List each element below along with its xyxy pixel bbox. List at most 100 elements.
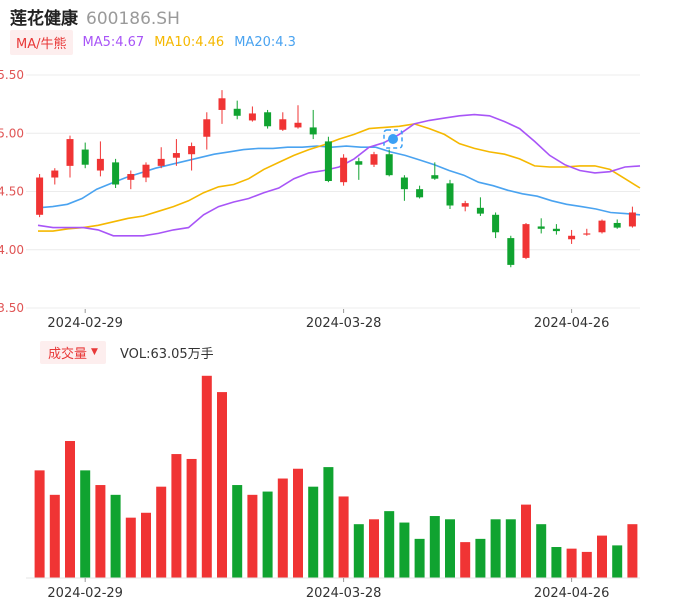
x-tick-label: 2024-02-29 (47, 586, 123, 601)
volume-bar (141, 512, 151, 578)
ma5-label: MA5:4.67 (82, 34, 145, 50)
candle (96, 141, 104, 177)
candle (233, 100, 241, 120)
volume-bar (110, 494, 121, 578)
price-axis-ticks: 5.50 5.00 4.50 4.00 3.50 (0, 68, 24, 315)
volume-bar (369, 519, 379, 578)
candle (613, 219, 621, 229)
candle (583, 228, 591, 236)
ma5-line (37, 113, 641, 237)
ma20-line (37, 145, 641, 216)
price-grid (26, 74, 640, 309)
volume-bar (323, 467, 334, 578)
volume-bar (262, 491, 273, 578)
candle (188, 142, 196, 171)
x-tick-label: 2024-04-26 (534, 586, 610, 601)
candle (476, 197, 484, 216)
candle (203, 112, 211, 150)
candle (264, 109, 272, 129)
candle (157, 147, 165, 169)
volume-bar (308, 486, 319, 578)
volume-bar (95, 485, 106, 578)
volume-bar (125, 517, 136, 578)
current-marker-icon (383, 129, 403, 149)
candle (81, 142, 89, 169)
candle (51, 168, 59, 185)
ma10-line (38, 123, 641, 232)
x-tick-label: 2024-04-26 (534, 316, 610, 331)
stock-name: 莲花健康 (10, 9, 78, 29)
candle (431, 162, 439, 180)
candlesticks (36, 90, 636, 268)
volume-bar (201, 375, 212, 578)
x-tick-label: 2024-02-29 (47, 316, 123, 331)
volume-date-axis: 2024-02-29 2024-03-28 2024-04-26 (47, 578, 609, 601)
volume-bar (338, 496, 349, 578)
volume-bar (429, 516, 440, 578)
candle (598, 219, 606, 234)
volume-legend: 成交量 ▼ VOL:63.05万手 (40, 340, 214, 364)
ma-toggle-button[interactable]: MA/牛熊 (10, 29, 73, 55)
volume-indicator-label: 成交量 (48, 346, 88, 362)
candle (537, 218, 545, 234)
stock-code: 600186.SH (86, 9, 180, 29)
candle (172, 139, 180, 166)
moving-average-lines (37, 113, 641, 237)
y-tick-label: 5.50 (0, 68, 24, 82)
volume-bar (65, 441, 75, 578)
candle (340, 154, 348, 186)
candle (127, 170, 135, 190)
candle (218, 90, 226, 124)
candle (324, 136, 332, 183)
candle (142, 162, 150, 183)
x-tick-label: 2024-03-28 (306, 316, 382, 331)
volume-bar (49, 494, 60, 578)
y-tick-label: 5.00 (0, 126, 24, 140)
ma20-label: MA20:4.3 (234, 34, 296, 50)
volume-bar (627, 524, 638, 578)
candle (628, 206, 636, 228)
volume-bar (566, 548, 577, 578)
volume-bar (80, 470, 91, 578)
candle (309, 109, 317, 140)
volume-bar (277, 478, 288, 578)
y-tick-label: 3.50 (0, 301, 24, 315)
volume-bar (612, 545, 623, 578)
ma-legend: MA/牛熊 MA5:4.67 MA10:4.46 MA20:4.3 (10, 29, 296, 55)
y-tick-label: 4.50 (0, 185, 24, 199)
volume-bar (414, 538, 425, 578)
volume-bar (186, 458, 197, 578)
candle (370, 151, 378, 168)
y-tick-label: 4.00 (0, 243, 24, 257)
volume-indicator-dropdown[interactable]: 成交量 ▼ (40, 340, 106, 364)
volume-bar (34, 470, 45, 578)
candle (461, 200, 469, 212)
candle (416, 185, 424, 199)
price-date-axis: 2024-02-29 2024-03-28 2024-04-26 (47, 309, 609, 331)
candle (492, 212, 500, 239)
volume-bar (293, 468, 303, 578)
volume-value: VOL:63.05万手 (119, 346, 214, 362)
volume-bar (247, 494, 258, 578)
candle (507, 235, 515, 268)
volume-bar (217, 392, 227, 578)
candle (522, 222, 530, 260)
volume-bars (26, 375, 640, 579)
volume-bar (490, 519, 501, 578)
caret-down-icon: ▼ (91, 347, 98, 357)
volume-bar (505, 519, 516, 578)
candle (385, 149, 393, 177)
volume-bar (232, 485, 243, 578)
volume-bar (399, 522, 410, 578)
volume-bar (353, 524, 364, 578)
volume-bar (171, 454, 182, 578)
volume-bar (581, 551, 592, 578)
x-tick-label: 2024-03-28 (306, 586, 382, 601)
title-row: 莲花健康 600186.SH (10, 4, 180, 29)
volume-bar (551, 547, 562, 578)
candle (400, 175, 408, 201)
candle (66, 135, 74, 178)
candle (568, 229, 576, 244)
candle (294, 105, 302, 129)
